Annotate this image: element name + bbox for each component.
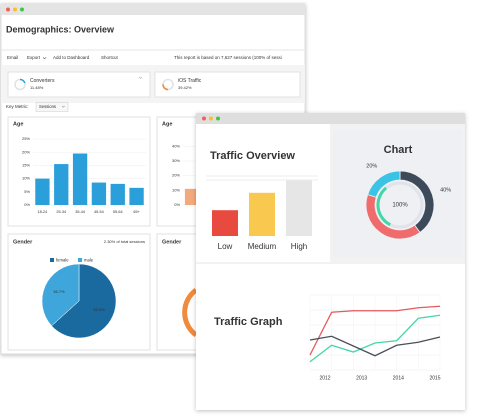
x-tick-label: 35-44 xyxy=(75,210,85,214)
toolbar-item[interactable]: Add to Dashboard xyxy=(53,55,90,60)
pie-slice xyxy=(41,263,80,327)
close-dot[interactable] xyxy=(6,7,10,12)
panel-title: Chart xyxy=(384,144,413,156)
y-tick-label: 20% xyxy=(172,173,180,178)
slice-label: 36.7% xyxy=(53,289,65,294)
y-tick-label: 15% xyxy=(22,162,30,167)
bar xyxy=(35,178,50,205)
max-dot[interactable] xyxy=(20,7,24,12)
card-icon-arc xyxy=(162,84,169,91)
donut-inner-arc xyxy=(376,186,391,227)
panel-title: Traffic Overview xyxy=(210,150,295,162)
line-series xyxy=(309,314,441,363)
x-tick-label: 45-54 xyxy=(94,210,104,214)
title-bar xyxy=(1,4,305,15)
x-tick-label: Low xyxy=(218,242,233,251)
max-dot[interactable] xyxy=(216,116,220,121)
card[interactable] xyxy=(7,71,151,98)
caret xyxy=(42,57,47,60)
segment-label: 40% xyxy=(440,188,451,194)
x-tick-label: 55-64 xyxy=(113,210,123,214)
bar xyxy=(286,180,312,236)
panel-title: Age xyxy=(162,121,172,127)
bar xyxy=(212,210,238,236)
card-label: iOS Traffic xyxy=(178,78,202,84)
x-tick-label: 2014 xyxy=(393,375,404,381)
report-note: This report is based on 7,627 sessions (… xyxy=(174,55,282,60)
card-value: 11.48% xyxy=(30,85,44,90)
y-tick-label: 0% xyxy=(24,202,30,207)
card-icon-arc xyxy=(19,78,26,84)
page-title: Demographics: Overview xyxy=(6,24,115,34)
bar xyxy=(54,164,69,205)
card-label: Converters xyxy=(30,78,55,84)
partial-pie xyxy=(182,287,198,338)
y-tick-label: 30% xyxy=(172,158,180,163)
legend-swatch xyxy=(50,258,54,262)
toolbar-item[interactable]: Shortcut xyxy=(101,55,119,60)
metric-dropdown[interactable] xyxy=(35,102,69,112)
bar xyxy=(110,183,125,205)
line-series xyxy=(309,305,441,356)
center-label: 100% xyxy=(392,203,408,209)
x-tick-label: 25-34 xyxy=(56,210,66,214)
bar xyxy=(72,153,88,205)
y-tick-label: 10% xyxy=(22,176,30,181)
legend-label: male xyxy=(84,257,94,262)
bar xyxy=(91,182,107,205)
card[interactable] xyxy=(154,71,301,98)
x-tick-label: 2015 xyxy=(429,375,440,381)
bar xyxy=(184,188,198,205)
line-series xyxy=(309,335,441,357)
title-bar xyxy=(196,113,465,124)
x-tick-label: High xyxy=(291,242,307,251)
x-tick-label: 65+ xyxy=(133,210,140,214)
panel-title: Age xyxy=(13,121,23,127)
front-window: Traffic Overview Chart Traffic Graph Low… xyxy=(196,113,465,410)
bar xyxy=(249,192,275,236)
x-tick-label: Medium xyxy=(248,242,277,251)
caret xyxy=(138,76,143,79)
panel-title: Gender xyxy=(13,239,33,245)
y-tick-label: 0% xyxy=(174,202,180,207)
panel-title: Traffic Graph xyxy=(214,316,283,328)
bar xyxy=(129,187,144,205)
close-dot[interactable] xyxy=(202,116,206,121)
segment-label: 20% xyxy=(366,164,377,170)
y-tick-label: 25% xyxy=(22,136,30,141)
caret xyxy=(61,105,65,108)
panel-title: Gender xyxy=(162,239,182,245)
toolbar-item[interactable]: Export xyxy=(27,55,41,60)
slice-label: 63.3% xyxy=(93,307,105,312)
min-dot[interactable] xyxy=(209,116,213,121)
x-tick-label: 18-24 xyxy=(38,210,48,214)
card-value: 39.42% xyxy=(178,85,192,90)
min-dot[interactable] xyxy=(13,7,17,12)
back-charts: 0% 5% 10% 15% 20% 25% 18-24 25-34 35-44 45-54 55-6… xyxy=(22,136,217,339)
donut-segment xyxy=(367,170,401,198)
key-metric-label: Key Metric: xyxy=(6,104,29,109)
x-tick-label: 2012 xyxy=(319,375,330,381)
y-tick-label: 20% xyxy=(22,149,30,154)
x-tick-label: 2013 xyxy=(356,375,367,381)
pie-slice xyxy=(51,263,117,339)
panel-subtitle: 2.30% of total sessions xyxy=(104,239,145,244)
legend-swatch xyxy=(78,258,82,262)
y-tick-label: 5% xyxy=(24,189,30,194)
toolbar-item[interactable]: Email xyxy=(7,55,18,60)
legend-label: female xyxy=(56,257,69,262)
front-charts: Low Medium High 40% 20% 100% 2012 2013 2014 2015 xyxy=(206,164,451,381)
key-metric[interactable]: Sessions xyxy=(39,104,56,109)
y-tick-label: 10% xyxy=(172,187,180,192)
y-tick-label: 40% xyxy=(172,143,180,148)
